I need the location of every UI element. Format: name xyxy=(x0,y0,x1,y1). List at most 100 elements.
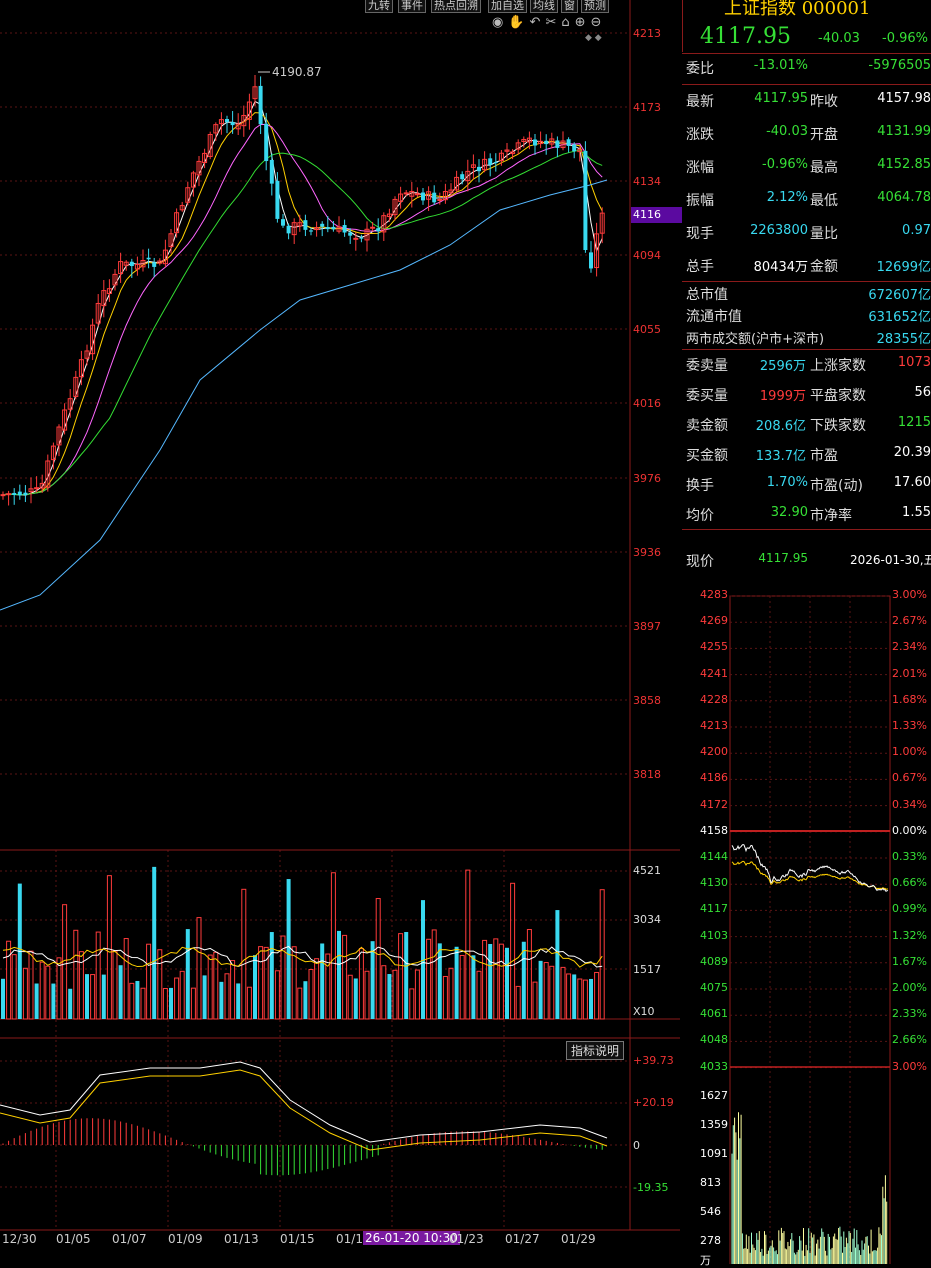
ma-line xyxy=(2,112,603,496)
volume-bar xyxy=(459,954,465,1020)
zoom-in-icon[interactable]: ⊕ xyxy=(574,15,591,30)
candle-body xyxy=(241,114,247,127)
candle-body xyxy=(152,262,157,267)
volume-bar xyxy=(409,988,415,1020)
volume-bar xyxy=(582,979,588,1020)
hand-icon[interactable]: ✋ xyxy=(508,15,530,30)
undo-icon[interactable]: ↶ xyxy=(529,15,546,30)
candle-body xyxy=(314,227,320,231)
intraday-price-label: 4089 xyxy=(700,954,728,968)
high-value: 4152.85 xyxy=(877,157,931,172)
intraday-volume-label: 1627 xyxy=(700,1089,728,1102)
price-axis-label: 3818 xyxy=(633,768,661,781)
volume-bar xyxy=(236,983,241,1019)
volume-bar xyxy=(73,929,79,1020)
trash-icon[interactable]: ⌂ xyxy=(561,15,575,30)
volume-bar xyxy=(45,965,51,1020)
candle-body xyxy=(95,302,101,324)
add-favorite-button[interactable]: 加自选 xyxy=(488,0,527,13)
volume-bar xyxy=(465,869,471,1020)
candle-body xyxy=(448,189,454,194)
volume-bar xyxy=(320,943,325,1019)
pct-row: 涨幅 -0.96% 最高 4152.85 xyxy=(682,157,931,187)
volume-bar xyxy=(599,889,605,1020)
volume-bar xyxy=(454,946,459,1019)
candle-body xyxy=(538,140,544,145)
volume-axis-label: 4521 xyxy=(633,864,661,877)
candle-body xyxy=(34,487,40,490)
jiuzhuan-button[interactable]: 九转 xyxy=(365,0,393,13)
buy-amt-label: 买金额 xyxy=(686,448,728,464)
volume-bar xyxy=(129,982,135,1020)
candle-body xyxy=(62,409,68,431)
zoom-out-icon[interactable]: ⊖ xyxy=(590,15,607,30)
candle-body xyxy=(303,220,308,230)
volume-bar xyxy=(342,934,348,1020)
volume-bar xyxy=(202,975,207,1019)
hot-review-button[interactable]: 热点回溯 xyxy=(431,0,481,13)
volume-bar xyxy=(51,983,56,1019)
intraday-chart[interactable] xyxy=(682,574,931,1264)
volume-bar xyxy=(314,958,320,1020)
volume-bar xyxy=(387,974,392,1019)
candle-body xyxy=(106,288,112,294)
pe-dyn-label: 市盈(动) xyxy=(810,478,863,494)
candle-body xyxy=(78,359,84,378)
pb-label: 市净率 xyxy=(810,508,852,524)
candle-body xyxy=(190,172,196,188)
candle-body xyxy=(589,252,593,269)
index-title: 上证指数 000001 xyxy=(724,0,871,19)
volume-bar xyxy=(426,938,432,1020)
candle-body xyxy=(403,192,409,195)
candle-body xyxy=(6,493,12,496)
intraday-price-label: 4228 xyxy=(700,692,728,706)
intraday-price-label: 4144 xyxy=(700,850,728,863)
datetime-value: 2026-01-30,五 xyxy=(850,553,931,567)
candle-body xyxy=(510,151,516,155)
candle-body xyxy=(252,86,258,100)
candle-body xyxy=(207,134,213,157)
weicha-value: -5976505 xyxy=(868,58,931,73)
intraday-pct-label: 1.00% xyxy=(892,745,927,759)
intraday-price-label: 4075 xyxy=(700,981,728,994)
volume-bar xyxy=(196,917,202,1020)
down-count-value: 1215 xyxy=(897,415,931,430)
predict-button[interactable]: 预测 xyxy=(581,0,609,13)
two-market-value: 28355亿 xyxy=(876,332,931,347)
sell-vol-value: 2596万 xyxy=(759,359,806,374)
kline-chart[interactable] xyxy=(0,0,680,1264)
buy-amt-row: 买金额 133.7亿 市盈 20.39 xyxy=(682,445,931,475)
candle-body xyxy=(482,158,488,171)
intraday-pct-label: 0.66% xyxy=(892,876,927,890)
intraday-pct-label: 2.34% xyxy=(892,640,927,654)
window-button[interactable]: 窗 xyxy=(561,0,578,13)
float-cap-label: 流通市值 xyxy=(686,309,742,325)
eye-icon[interactable]: ◉ xyxy=(492,15,509,30)
date-label: 01/15 xyxy=(280,1232,315,1246)
scissors-icon[interactable]: ✂ xyxy=(545,15,562,30)
candle-body xyxy=(17,491,22,496)
diff-value: -40.03 xyxy=(766,124,808,139)
macd-axis-label: +39.73 xyxy=(633,1054,674,1067)
intraday-price-label: 4061 xyxy=(700,1007,728,1021)
candle-body xyxy=(454,176,460,191)
volume-bar xyxy=(269,932,274,1019)
event-button[interactable]: 事件 xyxy=(398,0,426,13)
intraday-pct-label: 0.33% xyxy=(892,850,927,863)
two-market-row: 两市成交额(沪市+深市) 28355亿 xyxy=(682,328,931,358)
volume-bar xyxy=(381,965,387,1020)
candle-body xyxy=(386,213,392,218)
volume-bar xyxy=(213,951,219,1020)
candle-body xyxy=(320,223,325,227)
amount-value: 12699亿 xyxy=(876,260,931,275)
candle-body xyxy=(56,426,62,446)
kline-chart-area[interactable]: 九转 事件 热点回溯 加自选 均线 窗 预测 ◉✋↶✂⌂⊕⊖ ◆ ◆ 4190.… xyxy=(0,0,682,1264)
candle-body xyxy=(162,249,168,265)
candle-body xyxy=(67,398,73,410)
price-axis-label: 3858 xyxy=(633,694,661,707)
indicator-explain-button[interactable]: 指标说明 xyxy=(566,1041,625,1060)
ma-button[interactable]: 均线 xyxy=(530,0,558,13)
intraday-pct-label: 2.67% xyxy=(892,614,927,628)
candle-body xyxy=(325,227,330,230)
candle-body xyxy=(101,290,107,307)
